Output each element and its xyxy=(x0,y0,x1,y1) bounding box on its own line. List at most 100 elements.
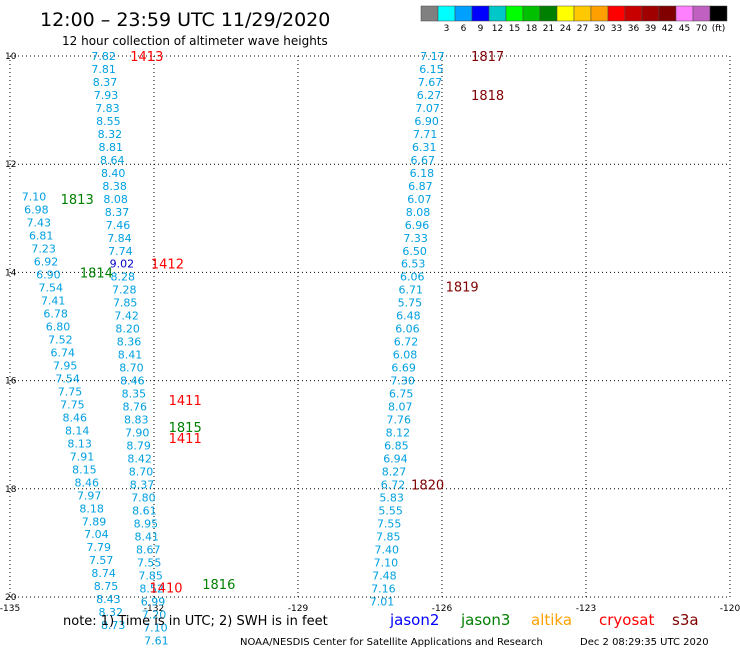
wave-height-value: 8.95 xyxy=(134,517,159,530)
pass-number: 1818 xyxy=(471,89,504,104)
wave-height-value: 6.27 xyxy=(417,89,442,102)
wave-height-value: 7.23 xyxy=(31,243,56,256)
pass-number: 1410 xyxy=(149,581,182,596)
map-subtitle: 12 hour collection of altimeter wave hei… xyxy=(62,34,328,48)
wave-height-value: 6.90 xyxy=(36,269,61,282)
wave-height-value: 9.02 xyxy=(110,258,135,271)
wave-height-value: 7.42 xyxy=(114,310,139,323)
wave-height-value: 8.15 xyxy=(72,463,97,476)
legend-swatch xyxy=(573,5,592,22)
latitude-tick-label: 12 xyxy=(5,160,16,170)
wave-height-value: 7.28 xyxy=(112,284,137,297)
wave-height-value: 8.08 xyxy=(406,206,431,219)
wave-height-value: 6.08 xyxy=(393,349,418,362)
wave-height-value: 8.55 xyxy=(96,115,121,128)
wave-height-value: 6.94 xyxy=(383,453,408,466)
wave-height-value: 6.90 xyxy=(414,115,439,128)
wave-height-value: 6.71 xyxy=(399,284,424,297)
legend-value: 24 xyxy=(560,24,572,34)
pass-number: 1413 xyxy=(130,50,163,65)
wave-height-value: 8.08 xyxy=(103,193,128,206)
wave-height-value: 8.32 xyxy=(99,606,124,619)
pass-number: 1411 xyxy=(169,394,202,409)
latitude-tick-label: 14 xyxy=(5,268,17,278)
wave-height-value: 6.78 xyxy=(43,308,68,321)
legend-value: 3 xyxy=(444,24,450,34)
longitude-tick-label: -135 xyxy=(0,604,20,614)
wave-height-value: 7.85 xyxy=(138,569,163,582)
wave-height-value: 6.92 xyxy=(34,256,59,269)
wave-height-value: 7.10 xyxy=(22,191,47,204)
legend-swatch xyxy=(505,5,524,22)
wave-height-value: 8.18 xyxy=(79,502,104,515)
wave-height-value: 7.54 xyxy=(55,372,80,385)
satellite-legend-item: cryosat xyxy=(599,611,654,629)
wave-height-value: 7.75 xyxy=(58,385,83,398)
legend-value: 9 xyxy=(478,24,484,34)
wave-height-value: 8.46 xyxy=(120,375,145,388)
wave-height-value: 7.41 xyxy=(41,295,66,308)
wave-height-value: 8.41 xyxy=(118,349,143,362)
latitude-tick-label: 10 xyxy=(5,52,17,62)
wave-height-value: 8.73 xyxy=(101,619,126,632)
wave-height-value: 6.15 xyxy=(419,63,444,76)
credit-line: NOAA/NESDIS Center for Satellite Applica… xyxy=(240,637,543,648)
wave-height-value: 7.52 xyxy=(48,333,73,346)
legend-unit: (ft) xyxy=(712,24,726,34)
legend-value: 30 xyxy=(594,24,606,34)
pass-number: 1411 xyxy=(169,432,202,447)
pass-number: 1412 xyxy=(151,258,184,273)
pass-number: 1819 xyxy=(446,280,479,295)
legend-swatch xyxy=(437,5,456,22)
wave-height-value: 8.28 xyxy=(111,271,136,284)
wave-height-value: 8.75 xyxy=(94,580,119,593)
generated-timestamp: Dec 2 08:29:35 UTC 2020 xyxy=(580,637,709,648)
wave-height-value: 8.32 xyxy=(98,128,123,141)
wave-height-value: 8.46 xyxy=(63,411,88,424)
wave-height-value: 7.85 xyxy=(113,297,138,310)
satellite-legend-item: jason3 xyxy=(460,611,510,629)
legend-swatch xyxy=(556,5,575,22)
wave-height-value: 8.20 xyxy=(115,323,140,336)
wave-height-value: 8.07 xyxy=(388,401,413,414)
wave-height-value: 7.10 xyxy=(374,556,399,569)
wave-height-value: 6.18 xyxy=(410,167,435,180)
wave-height-value: 8.83 xyxy=(124,414,149,427)
wave-height-value: 8.14 xyxy=(65,424,90,437)
legend-swatch xyxy=(522,5,541,22)
wave-height-value: 7.04 xyxy=(84,528,109,541)
wave-height-value: 8.43 xyxy=(96,593,121,606)
wave-height-value: 7.84 xyxy=(107,232,132,245)
wave-height-value: 6.67 xyxy=(411,154,436,167)
satellite-legend-item: s3a xyxy=(672,611,699,629)
wave-height-value: 8.38 xyxy=(102,180,127,193)
legend-swatch xyxy=(709,5,728,22)
wave-height-value: 6.50 xyxy=(402,245,427,258)
wave-height-value: 7.40 xyxy=(375,543,400,556)
wave-height-value: 7.74 xyxy=(108,245,133,258)
legend-value: 36 xyxy=(628,24,640,34)
satellite-legend: jason2 jason3 altika cryosat s3a xyxy=(389,611,699,629)
wave-height-value: 8.46 xyxy=(75,476,100,489)
legend-swatch xyxy=(692,5,711,22)
wave-height-value: 8.40 xyxy=(101,167,126,180)
legend-swatch xyxy=(454,5,473,22)
wave-height-value: 6.69 xyxy=(391,362,416,375)
wave-height-value: 7.10 xyxy=(143,621,168,634)
legend-value: 70 xyxy=(696,24,708,34)
latitude-tick-label: 18 xyxy=(5,485,17,495)
wave-height-value: 7.48 xyxy=(372,569,397,582)
legend-value: 12 xyxy=(492,24,503,34)
legend-value: 45 xyxy=(679,24,690,34)
legend-value: 18 xyxy=(526,24,538,34)
color-scale-legend: 3 6 9 12 15 18 21 24 27 30 33 36 39 42 45 70 (ft) xyxy=(420,5,728,34)
wave-height-value: 7.67 xyxy=(418,76,443,89)
wave-height-value: 5.75 xyxy=(398,297,423,310)
wave-height-value: 6.85 xyxy=(384,440,409,453)
satellite-legend-item: jason2 xyxy=(389,611,439,629)
wave-height-value: 6.99 xyxy=(141,595,166,608)
wave-height-value: 7.43 xyxy=(27,217,52,230)
satellite-legend-item: altika xyxy=(531,611,572,629)
wave-height-value: 6.96 xyxy=(405,219,430,232)
